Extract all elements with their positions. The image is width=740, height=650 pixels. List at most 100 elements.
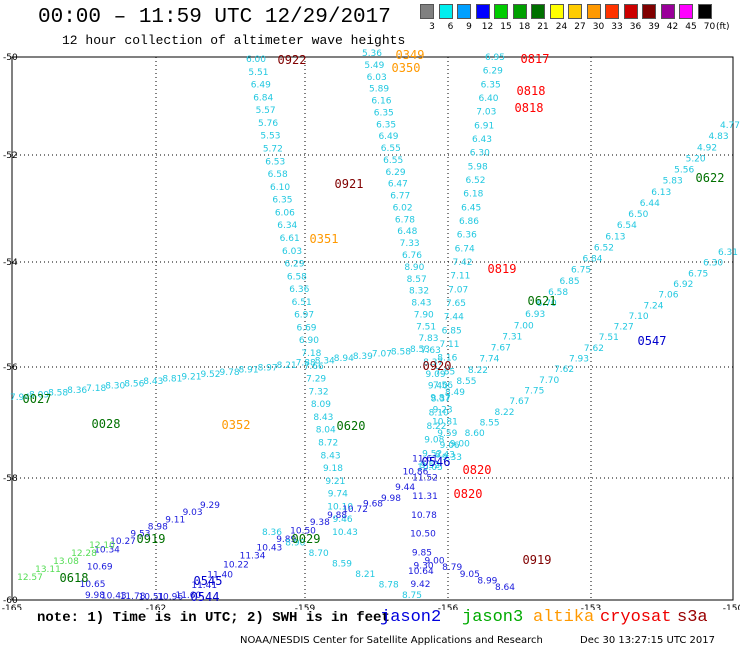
swh-value: 10.81 [432, 417, 458, 427]
color-swatch [623, 4, 638, 19]
swh-value: 9.18 [323, 464, 343, 474]
pass-time-label: 0620 [337, 419, 366, 433]
swh-value: 9.21 [325, 477, 345, 487]
swh-value: 6.84 [582, 255, 602, 265]
satellite-legend-altika: altika [533, 608, 595, 627]
swh-value: 6.02 [393, 203, 413, 213]
swh-value: 9.52 [420, 461, 440, 471]
units-label: (ft) [716, 22, 730, 32]
swh-value: 13.08 [53, 557, 79, 567]
credit-line: NOAA/NESDIS Center for Satellite Applica… [240, 635, 543, 646]
pass-time-label: 0921 [335, 177, 364, 191]
swh-value: 8.55 [456, 377, 476, 387]
swh-value: 10.10 [327, 502, 353, 512]
color-swatch [697, 4, 712, 19]
pass-time-label: 0817 [521, 52, 550, 66]
swh-value: 9.46 [333, 515, 353, 525]
swh-value: 9.38 [310, 518, 330, 528]
map-subtitle: 12 hour collection of altimeter wave hei… [62, 33, 406, 48]
swh-value: 8.37 [423, 358, 443, 368]
swh-value: 8.75 [402, 591, 422, 601]
swh-value: 5.51 [248, 68, 268, 78]
pass-time-label: 0544 [191, 590, 220, 604]
map-frame [11, 56, 734, 601]
swh-value: 9.68 [363, 499, 383, 509]
swh-value: 7.32 [309, 387, 329, 397]
color-swatch [549, 4, 564, 19]
pass-time-label: 0920 [423, 359, 452, 373]
swh-value: 11.52 [412, 473, 438, 483]
swh-value: 6.55 [383, 156, 403, 166]
swh-value: 6.45 [461, 203, 481, 213]
swh-value: 9.08 [424, 436, 444, 446]
color-scale-label: 45 [685, 22, 697, 32]
swh-value: 10.43 [332, 528, 358, 538]
longitude-tick: -159 [295, 604, 316, 610]
swh-value: 10.50 [410, 530, 436, 540]
swh-value: 5.36 [362, 49, 382, 59]
satellite-legend-jason3: jason3 [462, 608, 524, 627]
swh-value: 7.85 [435, 367, 455, 377]
swh-value: 11.41 [191, 581, 217, 591]
latitude-tick: -56 [3, 363, 18, 373]
swh-value: 7.67 [491, 344, 511, 354]
swh-value: 7.83 [418, 334, 438, 344]
swh-value: 8.58 [48, 388, 68, 398]
swh-value: 9.74 [328, 490, 348, 500]
swh-value: 4.92 [697, 143, 717, 153]
swh-value: 8.16 [437, 354, 457, 364]
swh-value: 8.36 [262, 528, 282, 538]
swh-value: 8.21 [355, 570, 375, 580]
swh-value: 10.86 [403, 467, 429, 477]
swh-value: 9.00 [425, 557, 445, 567]
swh-value: 7.93 [569, 355, 589, 365]
swh-value: 8.70 [309, 549, 329, 559]
swh-value: 6.58 [548, 288, 568, 298]
swh-value: 5.89 [369, 85, 389, 95]
swh-value: 8.64 [495, 583, 515, 593]
swh-value: 8.09 [311, 400, 331, 410]
swh-value: 6.84 [253, 93, 273, 103]
swh-value: 6.44 [640, 199, 660, 209]
swh-value: 8.55 [480, 418, 500, 428]
swh-value: 6.49 [378, 132, 398, 142]
swh-value: 10.65 [80, 580, 106, 590]
swh-value: 6.13 [605, 232, 625, 242]
pass-time-label: 0622 [696, 171, 725, 185]
map-border [11, 56, 734, 601]
swh-value: 7.31 [502, 332, 522, 342]
swh-value: 6.35 [376, 120, 396, 130]
swh-value: 10.27 [110, 537, 136, 547]
swh-value: 12.10 [89, 541, 115, 551]
swh-value: 11.60 [175, 591, 201, 601]
color-scale-label: 21 [537, 22, 549, 32]
swh-value: 10.43 [257, 543, 283, 553]
swh-value: 8.94 [334, 354, 354, 364]
latitude-tick: -60 [3, 596, 18, 606]
swh-value: 4.83 [709, 132, 729, 142]
swh-value: 8.10 [429, 408, 449, 418]
pass-time-label: 0352 [222, 418, 251, 432]
swh-value: 8.43 [313, 413, 333, 423]
swh-value: 10.50 [290, 526, 316, 536]
swh-value: 9.40 [428, 382, 448, 392]
swh-value: 6.69 [296, 323, 316, 333]
longitude-tick: -153 [581, 604, 601, 610]
swh-value: 6.13 [651, 188, 671, 198]
color-swatch [642, 4, 656, 19]
color-scale-label: 12 [481, 22, 494, 32]
swh-value: 7.42 [452, 258, 472, 268]
swh-value: 10.64 [408, 567, 434, 577]
swh-value: 6.77 [390, 192, 410, 202]
swh-value: 6.58 [268, 170, 288, 180]
swh-value: 6.30 [470, 149, 490, 159]
swh-value: 5.83 [663, 177, 683, 187]
swh-value: 10.69 [87, 563, 113, 573]
swh-value: 13.11 [35, 565, 61, 575]
swh-value: 9.00 [450, 440, 470, 450]
swh-value: 5.49 [364, 61, 384, 71]
swh-value: 7.56 [433, 381, 453, 391]
swh-value: 10.43 [101, 592, 127, 602]
swh-value: 6.35 [481, 80, 501, 90]
swh-value: 8.90 [404, 263, 424, 273]
